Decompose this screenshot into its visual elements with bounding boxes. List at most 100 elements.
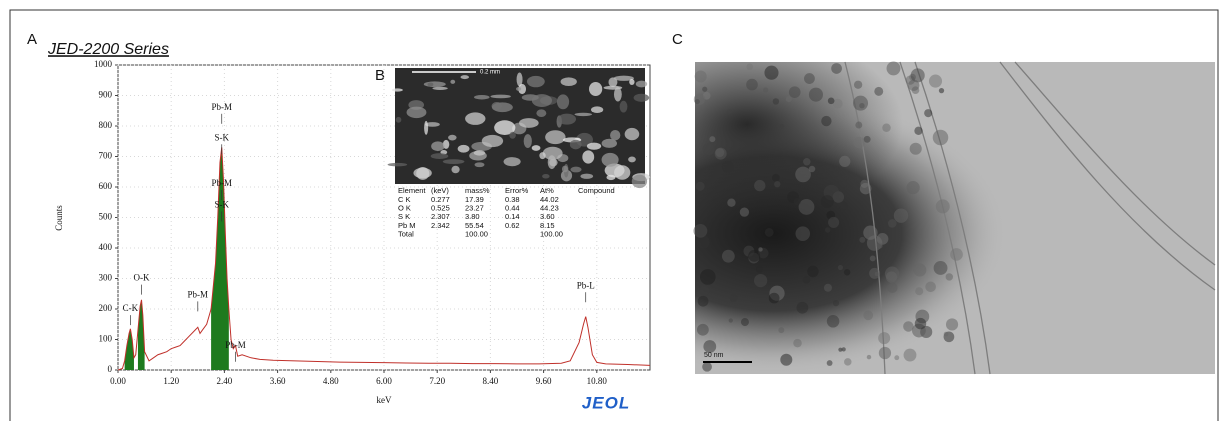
sem-particle <box>586 142 602 150</box>
sem-particle <box>614 165 631 180</box>
sem-particle <box>494 120 516 135</box>
tem-particle <box>831 63 842 74</box>
sem-particle <box>431 141 445 152</box>
tem-particle <box>893 208 909 223</box>
tem-particle <box>863 135 871 143</box>
tem-particle <box>827 97 835 105</box>
tem-particle <box>915 287 924 296</box>
tem-particle <box>694 99 700 105</box>
peak-label: Pb-M <box>211 178 232 188</box>
table-cell: 55.54 <box>465 221 484 230</box>
nanotube <box>1014 61 1216 266</box>
sem-particle <box>423 81 446 88</box>
tem-particle <box>697 295 709 307</box>
table-cell: 0.44 <box>505 204 520 213</box>
figure-frame <box>9 9 1219 421</box>
tem-particle <box>925 281 936 293</box>
tem-particle <box>727 198 736 207</box>
table-cell: 3.80 <box>465 212 480 221</box>
sem-particle <box>481 134 504 148</box>
sem-particle <box>542 173 550 179</box>
tem-particle <box>863 225 878 240</box>
sem-particle <box>474 162 485 168</box>
table-cell: 0.38 <box>505 195 520 204</box>
sem-particle <box>531 94 552 107</box>
tem-particle <box>764 65 779 80</box>
tem-particle <box>908 79 920 91</box>
sem-particle <box>608 77 618 88</box>
sem-particle <box>473 150 486 156</box>
tem-particle <box>748 249 761 262</box>
tem-particle <box>878 346 892 360</box>
tem-particle <box>924 109 933 118</box>
tem-particle <box>764 227 774 237</box>
peak-label: O-K <box>133 273 149 283</box>
tem-particle <box>932 129 949 146</box>
table-header: Compound <box>578 186 615 195</box>
sem-particle <box>442 159 465 165</box>
tem-particle <box>807 265 819 278</box>
tem-particle <box>826 360 833 366</box>
sem-particle <box>416 167 430 180</box>
tem-particle <box>768 292 780 304</box>
x-tick-label: 8.40 <box>483 376 499 386</box>
tem-particle <box>903 321 914 332</box>
table-header: (keV) <box>431 186 449 195</box>
sem-particle <box>545 130 566 145</box>
y-axis-label: Counts <box>54 205 64 231</box>
tem-particle <box>903 348 917 362</box>
tem-particle <box>838 347 843 352</box>
sem-particle <box>465 112 486 125</box>
sem-particle <box>601 138 618 148</box>
peak-label: Pb-M <box>225 340 246 350</box>
y-tick-label: 600 <box>99 181 113 191</box>
tem-particle <box>838 201 848 210</box>
spectrum-plot: 0 100 200 300 400 500 600 700 800 900 1000 0.00 1.20… <box>94 59 651 386</box>
sem-particle <box>574 112 593 117</box>
tem-particle <box>802 276 811 284</box>
sem-particle <box>516 72 523 87</box>
sem-particle <box>539 152 546 160</box>
tem-particle <box>886 61 901 76</box>
tem-particle <box>869 255 876 262</box>
tem-particle <box>804 73 815 84</box>
sem-particle <box>457 144 470 153</box>
peak-label: Pb-M <box>211 102 232 112</box>
tem-particle <box>808 165 816 173</box>
tem-particle <box>928 74 943 88</box>
peak-label: S-K <box>214 132 229 142</box>
x-tick-label: 0.00 <box>110 376 126 386</box>
tem-particle <box>808 87 823 102</box>
peak-label: S-K <box>214 199 229 209</box>
tem-particle <box>914 317 927 330</box>
sem-particle <box>406 106 427 119</box>
table-cell: C K <box>398 195 411 204</box>
sem-particle <box>490 94 511 99</box>
tem-particle <box>798 199 815 215</box>
tem-particle <box>721 249 735 263</box>
inset-table: Element (keV) mass% Error% At% Compound C K 0.2… <box>398 186 615 238</box>
sem-particle <box>391 88 403 92</box>
sem-particle <box>427 82 434 87</box>
tem-particle <box>909 142 922 155</box>
tem-particle <box>702 86 708 92</box>
tem-particle <box>841 347 846 352</box>
table-cell: 100.00 <box>465 229 488 238</box>
tem-particle <box>859 236 866 243</box>
y-tick-label: 100 <box>99 334 113 344</box>
tem-particle <box>843 269 851 276</box>
x-tick-label: 9.60 <box>536 376 552 386</box>
sem-particle <box>448 134 457 141</box>
sem-particle <box>633 93 650 102</box>
tem-particle <box>894 355 900 361</box>
sem-particle <box>509 131 516 139</box>
tem-particle <box>910 68 925 83</box>
sem-particle <box>613 75 634 81</box>
tem-particle <box>788 86 801 98</box>
sem-particle <box>430 153 449 160</box>
tem-particle <box>950 248 963 261</box>
tem-particle <box>694 70 707 83</box>
sem-particle <box>450 79 456 84</box>
y-tick-label: 900 <box>99 90 113 100</box>
y-tick-label: 0 <box>108 364 113 374</box>
